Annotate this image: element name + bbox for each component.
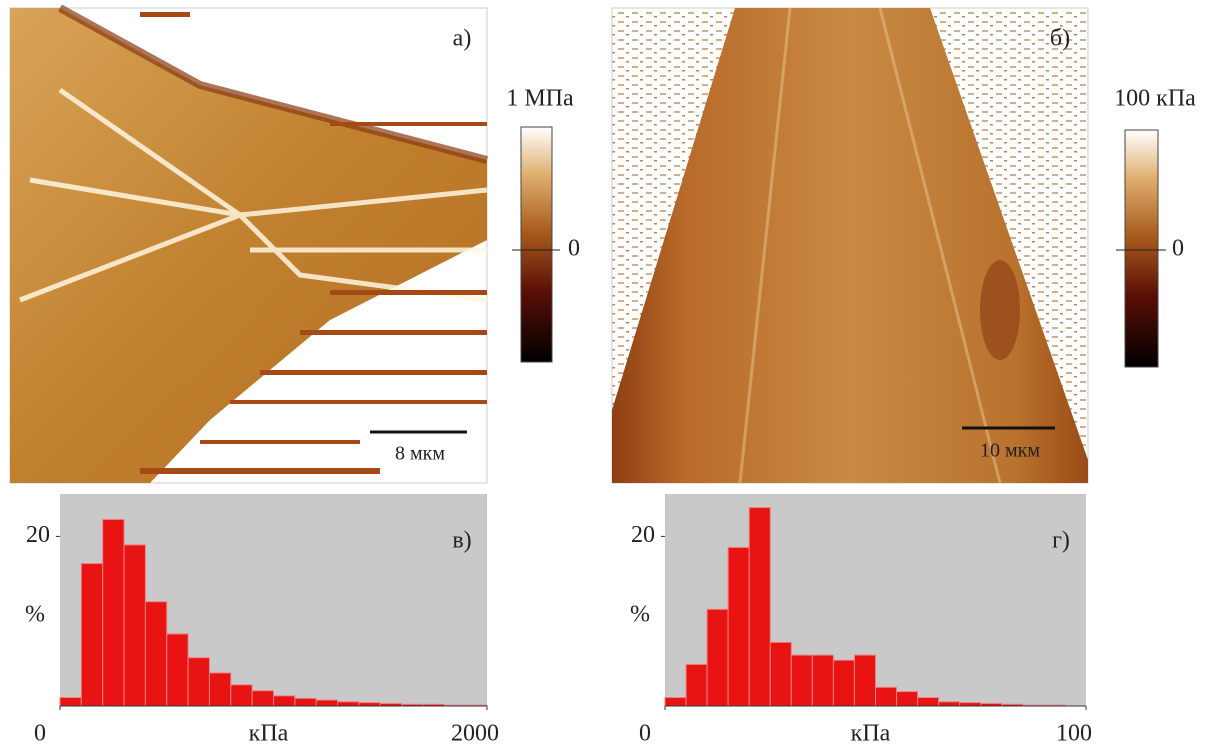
y-tick-label: 20 [26,522,50,548]
afm-image-a [9,4,489,484]
bar [315,699,339,707]
x-tick-label: 100 [1056,721,1092,747]
panel-label: а) [453,26,472,52]
afm-image-b [611,7,1089,484]
colorbar [1124,129,1159,368]
x-tick-label: 2000 [451,721,499,747]
scale-bar-label: 10 мкм [980,440,1040,462]
panel-label: г) [1052,528,1070,554]
bar [769,641,792,707]
bar [727,546,750,707]
bar [748,507,771,707]
bar [896,691,919,707]
panel-label: б) [1050,26,1070,52]
bar [144,601,168,707]
x-axis-label: кПа [851,721,891,747]
x-axis-label: кПа [249,721,289,747]
bar [59,697,82,707]
bar [664,697,687,707]
colorbar-label: 1 МПа [506,86,574,112]
bar [875,686,898,707]
bar [208,672,232,707]
bar [917,697,940,707]
bar [938,701,961,707]
colorbar-label: 100 кПа [1114,86,1196,112]
bar [123,544,146,707]
bar [102,518,125,707]
colorbar [520,126,553,363]
y-tick-label: 20 [631,522,655,548]
bar [80,563,104,707]
bar [273,695,296,707]
colorbar-tick-label: 0 [1172,236,1184,262]
bar [811,654,834,707]
bar [337,701,360,707]
bar [251,690,274,707]
bar [832,659,855,707]
y-axis-label: % [630,602,650,628]
y-axis-label: % [25,602,45,628]
bar [853,654,877,707]
bar [685,663,708,707]
bar [294,697,317,707]
bar [706,608,729,707]
bar [187,657,210,707]
bar [959,702,982,707]
bar [230,684,253,707]
x-tick-label: 0 [34,721,46,747]
bar [358,702,381,707]
bar [790,654,813,707]
x-tick-label: 0 [639,721,651,747]
bar [166,633,189,707]
colorbar-tick-label: 0 [568,236,580,262]
panel-label: в) [452,528,471,554]
scale-bar-label: 8 мкм [395,443,445,465]
